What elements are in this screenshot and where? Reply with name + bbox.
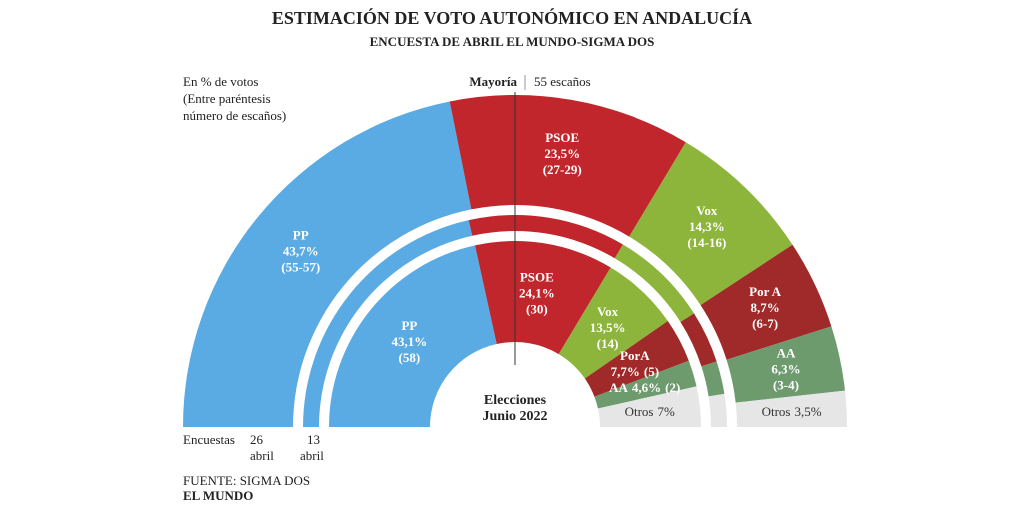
label-part: PSOE bbox=[545, 130, 579, 145]
label-part: 23,5% bbox=[544, 146, 580, 161]
label-part: 7% bbox=[657, 404, 675, 419]
segment-label: Otros 7% bbox=[625, 404, 675, 419]
label-part: Otros bbox=[762, 404, 791, 419]
ring-label: 26 bbox=[250, 432, 264, 447]
label-part: 6,3% bbox=[771, 362, 800, 377]
chart-subtitle: ENCUESTA DE ABRIL EL MUNDO-SIGMA DOS bbox=[370, 34, 655, 49]
ring-segment bbox=[700, 244, 832, 360]
label-part: PP bbox=[293, 227, 309, 242]
majority-value: 55 escaños bbox=[534, 74, 591, 89]
center-label: Junio 2022 bbox=[483, 409, 548, 424]
majority-label: Mayoría bbox=[469, 74, 517, 89]
label-part: 43,1% bbox=[392, 334, 428, 349]
label-part: (6-7) bbox=[752, 316, 778, 331]
segment-label: AA 4,6% (2) bbox=[609, 380, 680, 395]
label-part: (3-4) bbox=[773, 378, 799, 393]
ring-segment bbox=[183, 101, 472, 427]
note: número de escaños) bbox=[183, 108, 286, 123]
label-part: Por A bbox=[749, 284, 782, 299]
ring-segment bbox=[329, 245, 497, 427]
segment-label: PSOE 23,5% (27-29) bbox=[543, 130, 582, 177]
label-part: (30) bbox=[526, 301, 548, 316]
label-part: (14-16) bbox=[687, 235, 726, 250]
ring-segment bbox=[708, 393, 727, 427]
ring-segment bbox=[701, 361, 725, 397]
label-part: 3,5% bbox=[794, 404, 821, 419]
axis-label: Encuestas bbox=[183, 432, 235, 447]
publisher: EL MUNDO bbox=[183, 488, 253, 503]
ring-segment bbox=[558, 267, 668, 379]
label-part: Vox bbox=[696, 203, 718, 218]
segment-label: Vox 13,5% (14) bbox=[590, 304, 626, 351]
segment-label: Otros 3,5% bbox=[762, 404, 822, 419]
label-part: (5) bbox=[644, 364, 659, 379]
center-label: Elecciones bbox=[484, 393, 547, 408]
ring-segment bbox=[449, 95, 686, 237]
label-part: 4,6% bbox=[632, 380, 661, 395]
label-part: AA bbox=[609, 380, 628, 395]
chart-title: ESTIMACIÓN DE VOTO AUTONÓMICO EN ANDALUC… bbox=[272, 7, 752, 28]
ring-segment bbox=[726, 326, 845, 403]
segment-label: PP 43,7% (55-57) bbox=[281, 227, 320, 274]
ring-label: abril bbox=[250, 448, 274, 463]
label-part: PorA bbox=[620, 348, 650, 363]
label-part: PSOE bbox=[520, 269, 554, 284]
label-part: (2) bbox=[665, 380, 680, 395]
label-part: (27-29) bbox=[543, 162, 582, 177]
label-part: 43,7% bbox=[283, 243, 319, 258]
ring-segment bbox=[597, 386, 701, 427]
segment-label: AA 6,3% (3-4) bbox=[771, 346, 800, 393]
note: En % de votos bbox=[183, 74, 258, 89]
label-part: (14) bbox=[597, 336, 619, 351]
ring-segment bbox=[735, 390, 848, 427]
label-part: 14,3% bbox=[689, 219, 725, 234]
ring-segment bbox=[594, 360, 697, 409]
ring-segment bbox=[474, 241, 611, 355]
ring-segment bbox=[680, 313, 717, 367]
ring-segment bbox=[303, 220, 473, 427]
segment-label: PP 43,1% (58) bbox=[392, 318, 428, 365]
label-part: (55-57) bbox=[281, 259, 320, 274]
label-part: Vox bbox=[597, 304, 619, 319]
ring-segment bbox=[629, 142, 793, 306]
source: FUENTE: SIGMA DOS bbox=[183, 473, 310, 488]
ring-label: abril bbox=[300, 448, 324, 463]
segment-label: PSOE 24,1% (30) bbox=[519, 269, 555, 316]
ring-segment bbox=[468, 215, 623, 259]
label-part: Otros bbox=[625, 404, 654, 419]
label-part: (58) bbox=[399, 350, 421, 365]
segment-label: Por A 8,7% (6-7) bbox=[749, 284, 782, 331]
label-part: 8,7% bbox=[750, 300, 779, 315]
label-part: PP bbox=[401, 318, 417, 333]
note: (Entre paréntesis bbox=[183, 91, 271, 106]
label-part: 13,5% bbox=[590, 320, 626, 335]
ring-label: 13 bbox=[307, 432, 320, 447]
segment-label: PorA 7,7% (5) bbox=[611, 348, 659, 379]
label-part: 7,7% bbox=[611, 364, 640, 379]
segment-label: Vox 14,3% (14-16) bbox=[687, 203, 726, 250]
label-part: AA bbox=[777, 346, 796, 361]
label-part: 24,1% bbox=[519, 285, 555, 300]
ring-segment bbox=[614, 244, 694, 322]
ring-segment bbox=[584, 321, 689, 397]
